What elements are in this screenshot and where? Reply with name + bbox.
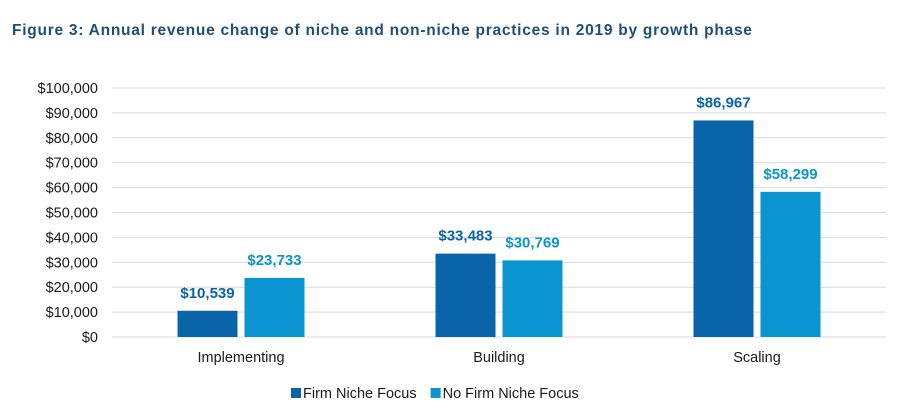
x-axis-category-labels: Implementing Building Scaling <box>197 350 780 366</box>
data-labels: $10,539 $23,733 $33,483 $30,769 $86,967 $58,2… <box>180 94 817 301</box>
bar-building-series-1 <box>435 253 496 337</box>
y-tick-label: $60,000 <box>46 181 98 197</box>
legend-swatch <box>291 388 301 398</box>
y-tick-label: $30,000 <box>46 255 98 271</box>
y-tick-label: $100,000 <box>38 81 98 97</box>
data-label: $58,299 <box>763 166 817 183</box>
y-tick-label: $40,000 <box>46 230 98 246</box>
legend-label: Firm Niche Focus <box>303 386 417 402</box>
data-label: $10,539 <box>180 285 234 302</box>
data-label: $23,733 <box>247 252 301 269</box>
y-tick-label: $70,000 <box>46 156 98 172</box>
data-label: $30,769 <box>505 234 559 251</box>
category-label: Implementing <box>197 350 284 366</box>
y-tick-label: $10,000 <box>46 305 98 321</box>
category-label: Building <box>473 350 525 366</box>
y-tick-label: $0 <box>82 330 98 346</box>
y-tick-label: $50,000 <box>46 206 98 222</box>
chart-title: Figure 3: Annual revenue change of niche… <box>12 22 753 39</box>
legend-swatch <box>430 388 441 398</box>
bar-implementing-series-2 <box>244 277 305 337</box>
legend: Firm Niche Focus No Firm Niche Focus <box>291 386 579 402</box>
bar-scaling-series-1 <box>693 120 754 337</box>
y-tick-label: $80,000 <box>46 131 98 147</box>
data-label: $33,483 <box>438 228 492 245</box>
y-axis-tick-labels: $0 $10,000 $20,000 $30,000 $40,000 $50,000 $60… <box>38 81 98 346</box>
y-tick-label: $90,000 <box>46 106 98 122</box>
bar-building-series-2 <box>502 260 563 337</box>
gridlines <box>112 87 886 338</box>
legend-label: No Firm Niche Focus <box>443 386 579 402</box>
bar-scaling-series-2 <box>760 191 821 337</box>
data-label: $86,967 <box>696 94 750 111</box>
bars <box>177 120 821 337</box>
category-label: Scaling <box>733 350 781 366</box>
bar-implementing-series-1 <box>177 310 238 337</box>
y-tick-label: $20,000 <box>46 280 98 296</box>
